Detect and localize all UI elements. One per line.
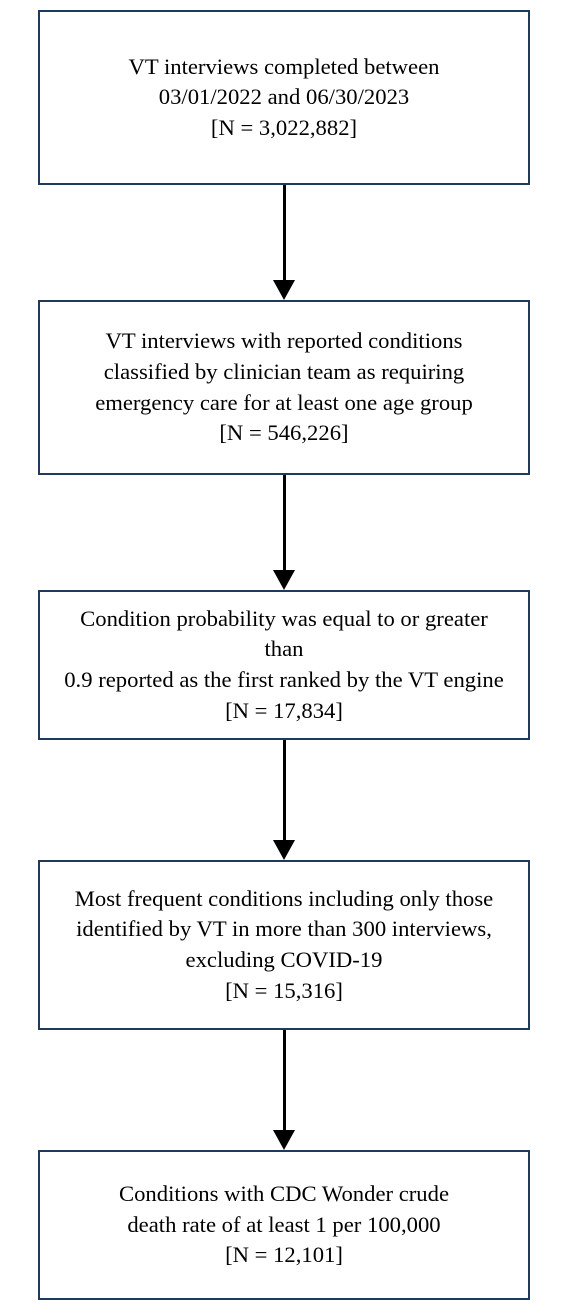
node-text-line: [N = 12,101]	[225, 1240, 343, 1271]
flowchart-node-1: VT interviews completed between03/01/202…	[38, 10, 530, 185]
flowchart-node-2: VT interviews with reported conditionscl…	[38, 300, 530, 475]
flowchart-node-4: Most frequent conditions including only …	[38, 860, 530, 1030]
arrow-down-icon	[273, 1130, 295, 1150]
node-text-line: 0.9 reported as the first ranked by the …	[64, 665, 504, 696]
node-text-line: classified by clinician team as requirin…	[104, 357, 465, 388]
edge-line	[283, 740, 286, 842]
edge-line	[283, 1030, 286, 1132]
node-text-line: [N = 3,022,882]	[211, 113, 357, 144]
node-text-line: death rate of at least 1 per 100,000	[127, 1210, 440, 1241]
node-text-line: [N = 15,316]	[225, 976, 343, 1007]
arrow-down-icon	[273, 840, 295, 860]
node-text-line: Most frequent conditions including only …	[75, 884, 493, 915]
edge-line	[283, 185, 286, 282]
edge-line	[283, 475, 286, 572]
node-text-line: 03/01/2022 and 06/30/2023	[159, 82, 409, 113]
flowchart-container: VT interviews completed between03/01/202…	[0, 0, 569, 1316]
node-text-line: identified by VT in more than 300 interv…	[76, 914, 492, 945]
node-text-line: Conditions with CDC Wonder crude	[119, 1179, 449, 1210]
node-text-line: excluding COVID-19	[186, 945, 383, 976]
node-text-line: emergency care for at least one age grou…	[95, 388, 473, 419]
node-text-line: [N = 17,834]	[225, 696, 343, 727]
node-text-line: [N = 546,226]	[219, 418, 348, 449]
flowchart-node-3: Condition probability was equal to or gr…	[38, 590, 530, 740]
node-text-line: VT interviews with reported conditions	[106, 326, 463, 357]
arrow-down-icon	[273, 570, 295, 590]
arrow-down-icon	[273, 280, 295, 300]
node-text-line: VT interviews completed between	[128, 52, 439, 83]
flowchart-node-5: Conditions with CDC Wonder crudedeath ra…	[38, 1150, 530, 1300]
node-text-line: Condition probability was equal to or gr…	[58, 604, 510, 665]
